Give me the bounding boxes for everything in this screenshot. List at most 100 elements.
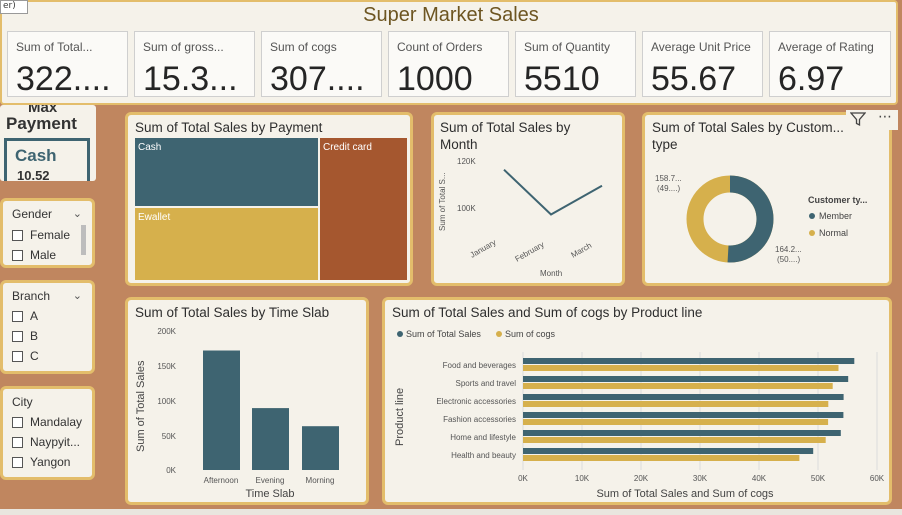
chevron-down-icon[interactable]: ⌄ (72, 289, 82, 302)
kpi-card-gross[interactable]: Sum of gross... 15.3... (134, 31, 255, 98)
treemap-label: Ewallet (138, 212, 171, 223)
bar-cogs[interactable] (523, 455, 800, 461)
chart-title: Sum of Total Sales by Payment (135, 120, 323, 135)
max-payment-card[interactable]: Max Payment Cash 10.52 (0, 105, 96, 181)
bar-evening (252, 408, 289, 470)
donut-svg: 158.7... (49....) 164.2... (50....) Cust… (655, 174, 867, 264)
x-tick-label: Evening (256, 476, 285, 485)
kpi-value: 15.3... (143, 60, 238, 98)
branch-option-b[interactable]: B (12, 329, 38, 343)
y-tick-label: Fashion accessories (443, 415, 516, 424)
donut-label-normal: 158.7... (655, 174, 682, 183)
bar-cogs[interactable] (523, 383, 833, 389)
kpi-card-total-sales[interactable]: Sum of Total... 322.... (7, 31, 128, 98)
city-slicer[interactable]: City Mandalay Naypyit... Yangon (0, 386, 95, 480)
chart-title-line1: Sum of Total Sales by (440, 120, 571, 135)
kpi-card-cogs[interactable]: Sum of cogs 307.... (261, 31, 382, 98)
chart-title: Sum of Total Sales by Time Slab (135, 305, 330, 320)
bar-cogs[interactable] (523, 437, 826, 443)
x-axis-label: Sum of Total Sales and Sum of cogs (596, 488, 774, 500)
month-line-panel[interactable]: Sum of Total Sales by Month Sum of Total… (431, 112, 625, 286)
x-tick-label: 50K (811, 474, 826, 483)
y-tick-label: 50K (162, 432, 177, 441)
legend-marker-cogs (496, 331, 502, 337)
kpi-card-orders[interactable]: Count of Orders 1000 (388, 31, 509, 98)
kpi-value: 6.97 (778, 60, 845, 98)
x-axis-label: Time Slab (245, 488, 294, 500)
chart-title: Sum of Total Sales and Sum of cogs by Pr… (392, 305, 703, 320)
payment-treemap-panel[interactable]: Sum of Total Sales by Payment Cash Ewall… (125, 112, 413, 286)
city-slicer-title: City (12, 395, 33, 409)
gender-option-female[interactable]: Female (12, 228, 70, 242)
bar-total-sales[interactable] (523, 448, 814, 454)
bar-total-sales[interactable] (523, 376, 849, 382)
treemap-cell-cash[interactable]: Cash (135, 138, 320, 208)
bar-cogs[interactable] (523, 419, 829, 425)
kpi-card-unit-price[interactable]: Average Unit Price 55.67 (642, 31, 763, 98)
x-axis-label: Month (540, 269, 562, 278)
legend-title: Customer ty... (808, 195, 867, 205)
kpi-card-rating[interactable]: Average of Rating 6.97 (769, 31, 891, 98)
legend-marker-normal (809, 230, 815, 236)
y-axis-label: Sum of Total S... (438, 172, 447, 231)
y-tick-label: Electronic accessories (436, 397, 516, 406)
customer-type-donut-panel[interactable]: Sum of Total Sales by Custom... type 158… (642, 112, 892, 286)
bar-total-sales[interactable] (523, 412, 844, 418)
gender-option-male[interactable]: Male (12, 248, 56, 262)
checkbox[interactable] (12, 350, 23, 362)
bar-total-sales[interactable] (523, 394, 844, 400)
x-tick-label: February (514, 240, 546, 264)
bar-group (523, 358, 855, 461)
kpi-label: Count of Orders (397, 40, 483, 54)
visual-toolbar: ⋯ (846, 110, 898, 130)
treemap-cell-credit-card[interactable]: Credit card (320, 138, 407, 280)
checkbox[interactable] (12, 436, 23, 448)
branch-option-a[interactable]: A (12, 309, 38, 323)
gender-slicer-title: Gender (12, 207, 53, 221)
gender-slicer[interactable]: Gender ⌄ Female Male (0, 198, 95, 268)
more-options-icon[interactable]: ⋯ (878, 109, 892, 125)
bar-cogs[interactable] (523, 401, 829, 407)
city-option-yangon[interactable]: Yangon (12, 455, 70, 469)
max-payment-sub: 10.52 (17, 168, 50, 181)
checkbox[interactable] (12, 229, 23, 241)
bar-total-sales[interactable] (523, 430, 841, 436)
kpi-value: 307.... (270, 60, 365, 98)
checkbox[interactable] (12, 310, 23, 322)
chevron-down-icon[interactable]: ⌄ (72, 207, 82, 220)
checkbox[interactable] (12, 456, 23, 468)
branch-slicer[interactable]: Branch ⌄ A B C (0, 280, 95, 374)
line-chart-svg: Sum of Total S... 120K 100K January Febr… (438, 157, 603, 278)
kpi-label: Average of Rating (778, 40, 874, 54)
treemap-cell-ewallet[interactable]: Ewallet (135, 208, 320, 280)
bar-total-sales[interactable] (523, 358, 855, 364)
bar-cogs[interactable] (523, 365, 839, 371)
kpi-card-quantity[interactable]: Sum of Quantity 5510 (515, 31, 636, 98)
kpi-label: Average Unit Price (651, 40, 751, 54)
checkbox[interactable] (12, 249, 23, 261)
branch-slicer-title: Branch (12, 289, 51, 303)
donut-label-normal-pct: (49....) (657, 184, 680, 193)
y-tick-label: Home and lifestyle (450, 433, 516, 442)
y-tick-label: 0K (166, 466, 176, 475)
donut-label-member-pct: (50....) (777, 255, 800, 264)
product-line-svg: Sum of Total Sales Sum of cogs Product l… (394, 329, 885, 500)
slicer-scrollbar[interactable] (81, 225, 86, 255)
kpi-label: Sum of Quantity (524, 40, 611, 54)
city-option-mandalay[interactable]: Mandalay (12, 415, 82, 429)
legend-marker-total-sales (397, 331, 403, 337)
donut-segment-member (686, 175, 774, 263)
checkbox[interactable] (12, 330, 23, 342)
city-option-naypyitaw[interactable]: Naypyit... (12, 435, 80, 449)
time-slab-svg: Sum of Total Sales 200K 150K 100K 50K 0K… (135, 327, 339, 500)
bar-morning (302, 426, 339, 470)
legend-marker-member (809, 213, 815, 219)
checkbox[interactable] (12, 416, 23, 428)
branch-option-c[interactable]: C (12, 349, 39, 363)
product-line-bar-panel[interactable]: Sum of Total Sales and Sum of cogs by Pr… (382, 297, 892, 505)
legend-label-member: Member (819, 211, 852, 221)
corner-tab[interactable]: er) (0, 0, 28, 14)
filter-icon[interactable] (849, 110, 867, 132)
time-slab-bar-panel[interactable]: Sum of Total Sales by Time Slab Sum of T… (125, 297, 369, 505)
x-tick-label: 20K (634, 474, 649, 483)
